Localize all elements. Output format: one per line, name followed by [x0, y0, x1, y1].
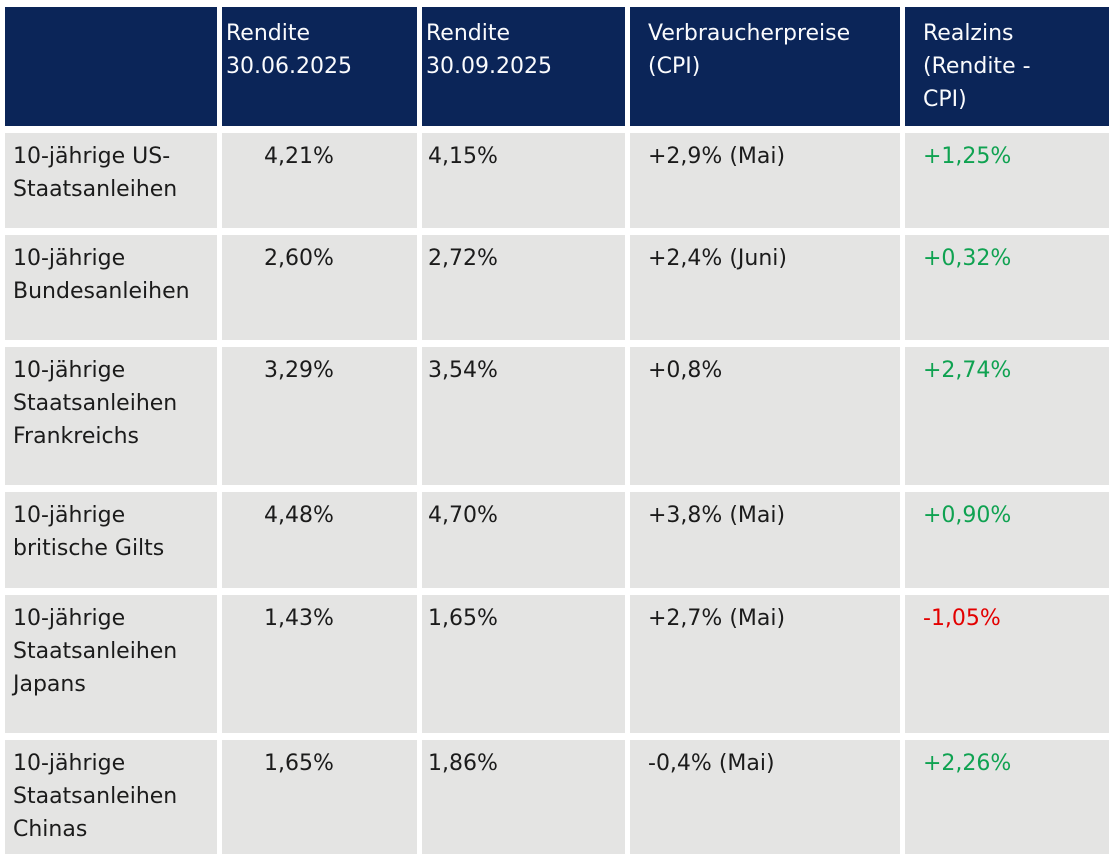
table-row: 10-jährige Bundesanleihen 2,60% 2,72% +2,4%…	[5, 235, 1109, 340]
yield-jun-cell: 1,43%	[222, 595, 417, 733]
realzins-cell: +0,32%	[905, 235, 1109, 340]
table-header: Rendite 30.06.2025 Rendite 30.09.2025 Ve…	[5, 7, 1109, 126]
yield-jun-cell: 3,29%	[222, 347, 417, 485]
yield-jun-cell: 1,65%	[222, 740, 417, 854]
row-label-cell: 10-jährige Staatsanleihen Frankreichs	[5, 347, 217, 485]
header-cell-realzins: Realzins (Rendite - CPI)	[905, 7, 1109, 126]
header-cell-yield-sep: Rendite 30.09.2025	[422, 7, 625, 126]
table-row: 10-jährige Staatsanleihen Chinas 1,65% 1,8…	[5, 740, 1109, 854]
yield-sep-cell: 4,15%	[422, 133, 625, 228]
yield-sep-cell: 3,54%	[422, 347, 625, 485]
table-row: 10-jährige US- Staatsanleihen 4,21% 4,15% +…	[5, 133, 1109, 228]
realzins-cell: -1,05%	[905, 595, 1109, 733]
yield-sep-cell: 4,70%	[422, 492, 625, 588]
cpi-cell: +2,4% (Juni)	[630, 235, 900, 340]
realzins-cell: +0,90%	[905, 492, 1109, 588]
table-row: 10-jährige britische Gilts 4,48% 4,70% +3,8…	[5, 492, 1109, 588]
cpi-cell: +2,9% (Mai)	[630, 133, 900, 228]
table-row: 10-jährige Staatsanleihen Japans 1,43% 1,6…	[5, 595, 1109, 733]
yield-jun-cell: 2,60%	[222, 235, 417, 340]
yield-sep-cell: 1,86%	[422, 740, 625, 854]
header-cell-cpi: Verbraucherpreise (CPI)	[630, 7, 900, 126]
row-label-cell: 10-jährige US- Staatsanleihen	[5, 133, 217, 228]
cpi-cell: +2,7% (Mai)	[630, 595, 900, 733]
table-row: 10-jährige Staatsanleihen Frankreichs 3,2…	[5, 347, 1109, 485]
header-row: Rendite 30.06.2025 Rendite 30.09.2025 Ve…	[5, 7, 1109, 126]
realzins-cell: +2,74%	[905, 347, 1109, 485]
row-label-cell: 10-jährige britische Gilts	[5, 492, 217, 588]
cpi-cell: -0,4% (Mai)	[630, 740, 900, 854]
cpi-cell: +0,8%	[630, 347, 900, 485]
yield-jun-cell: 4,21%	[222, 133, 417, 228]
row-label-cell: 10-jährige Bundesanleihen	[5, 235, 217, 340]
yield-jun-cell: 4,48%	[222, 492, 417, 588]
yield-sep-cell: 1,65%	[422, 595, 625, 733]
yield-sep-cell: 2,72%	[422, 235, 625, 340]
table-body: 10-jährige US- Staatsanleihen 4,21% 4,15% +…	[5, 133, 1109, 854]
row-label-cell: 10-jährige Staatsanleihen Chinas	[5, 740, 217, 854]
header-cell-instrument	[5, 7, 217, 126]
realzins-cell: +1,25%	[905, 133, 1109, 228]
row-label-cell: 10-jährige Staatsanleihen Japans	[5, 595, 217, 733]
header-cell-yield-jun: Rendite 30.06.2025	[222, 7, 417, 126]
cpi-cell: +3,8% (Mai)	[630, 492, 900, 588]
realzins-cell: +2,26%	[905, 740, 1109, 854]
